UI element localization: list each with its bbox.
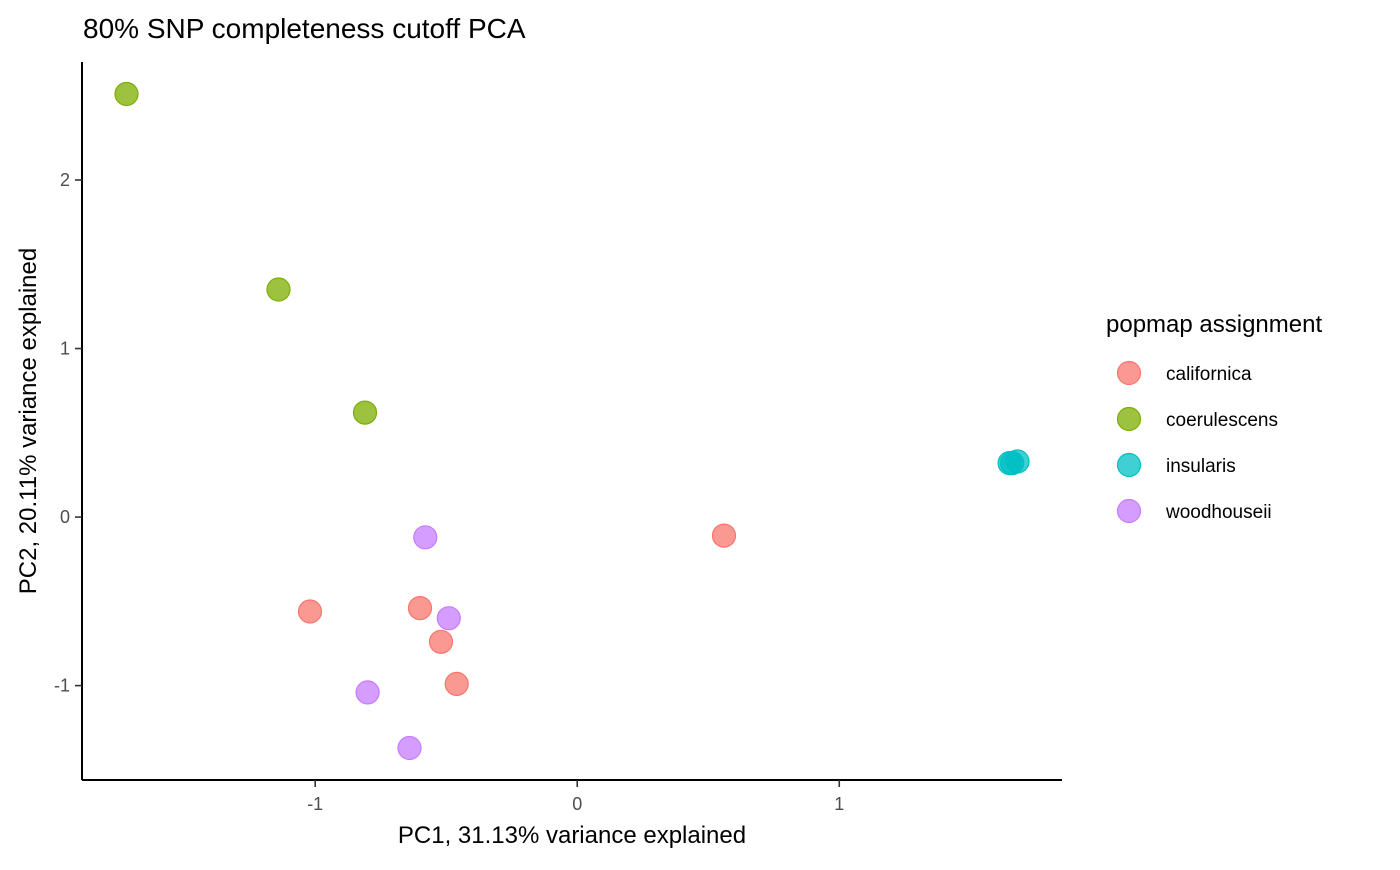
x-axis-ticks: -1 0 1 [307, 780, 844, 814]
data-point-woodhouseii [397, 735, 422, 761]
data-point-californica [428, 629, 454, 654]
x-axis-label: PC1, 31.13% variance explained [398, 822, 746, 849]
y-axis-label: PC2, 20.11% variance explained [15, 248, 42, 594]
x-tick-label: -1 [307, 794, 323, 814]
legend-label: californica [1166, 364, 1252, 385]
legend-title: popmap assignment [1106, 311, 1322, 338]
data-point-californica [407, 595, 433, 621]
series-woodhouseii [355, 525, 461, 761]
data-point-woodhouseii [436, 606, 461, 631]
series-californica [297, 523, 737, 697]
axes [81, 62, 1062, 781]
y-tick-label: 0 [60, 507, 70, 527]
series-insularis [997, 449, 1030, 476]
legend-key-woodhouseii [1116, 498, 1142, 524]
y-tick-label: -1 [54, 676, 70, 696]
series-coerulescens [114, 81, 378, 425]
x-tick-label: 1 [834, 794, 844, 814]
data-point-californica [711, 523, 737, 548]
data-point-californica [297, 599, 323, 624]
legend-label: insularis [1166, 456, 1236, 477]
legend-item-californica: californica [1116, 360, 1252, 386]
legend: popmap assignment californica coerulescen… [1106, 311, 1322, 524]
data-point-coerulescens [352, 400, 378, 425]
data-point-woodhouseii [413, 525, 438, 550]
legend-items: californica coerulescens insularis woodhous… [1116, 360, 1278, 524]
x-tick-label: 0 [572, 794, 582, 814]
data-point-californica [444, 671, 469, 697]
legend-item-woodhouseii: woodhouseii [1116, 498, 1272, 524]
legend-key-insularis [1116, 452, 1142, 478]
legend-key-coerulescens [1116, 406, 1142, 432]
data-point-insularis [1000, 451, 1025, 476]
data-point-coerulescens [266, 277, 291, 302]
legend-key-californica [1116, 360, 1142, 386]
legend-label: coerulescens [1166, 410, 1278, 431]
data-point-coerulescens [114, 81, 139, 107]
legend-label: woodhouseii [1165, 502, 1272, 523]
y-tick-label: 2 [60, 170, 70, 190]
data-point-woodhouseii [355, 680, 380, 705]
chart-title: 80% SNP completeness cutoff PCA [83, 13, 526, 44]
data-points [114, 81, 1030, 761]
legend-item-coerulescens: coerulescens [1116, 406, 1278, 432]
y-axis-ticks: -1 0 1 2 [54, 170, 82, 696]
legend-item-insularis: insularis [1116, 452, 1236, 478]
y-tick-label: 1 [60, 339, 70, 359]
